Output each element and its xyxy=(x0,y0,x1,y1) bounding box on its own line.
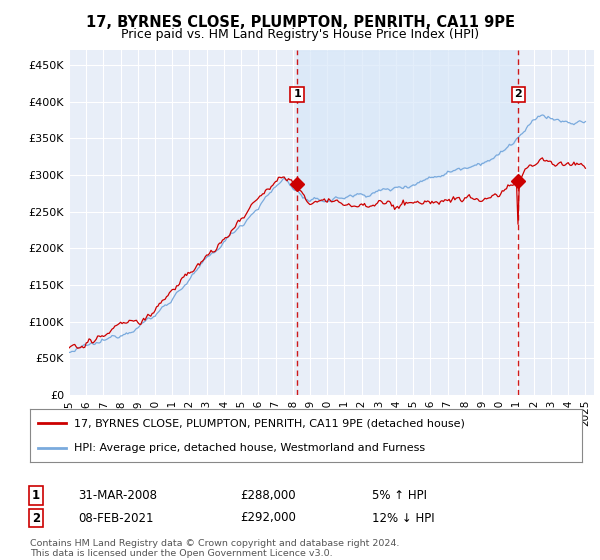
Text: Price paid vs. HM Land Registry's House Price Index (HPI): Price paid vs. HM Land Registry's House … xyxy=(121,28,479,41)
Text: Contains HM Land Registry data © Crown copyright and database right 2024.
This d: Contains HM Land Registry data © Crown c… xyxy=(30,539,400,558)
Text: 5% ↑ HPI: 5% ↑ HPI xyxy=(372,489,427,502)
Text: 1: 1 xyxy=(32,489,40,502)
Text: £292,000: £292,000 xyxy=(240,511,296,525)
Text: 08-FEB-2021: 08-FEB-2021 xyxy=(78,511,154,525)
Text: 17, BYRNES CLOSE, PLUMPTON, PENRITH, CA11 9PE: 17, BYRNES CLOSE, PLUMPTON, PENRITH, CA1… xyxy=(86,15,515,30)
Text: 1: 1 xyxy=(293,90,301,99)
Text: 31-MAR-2008: 31-MAR-2008 xyxy=(78,489,157,502)
Text: 17, BYRNES CLOSE, PLUMPTON, PENRITH, CA11 9PE (detached house): 17, BYRNES CLOSE, PLUMPTON, PENRITH, CA1… xyxy=(74,418,465,428)
Text: 2: 2 xyxy=(32,511,40,525)
Text: 12% ↓ HPI: 12% ↓ HPI xyxy=(372,511,434,525)
Text: HPI: Average price, detached house, Westmorland and Furness: HPI: Average price, detached house, West… xyxy=(74,442,425,452)
Text: £288,000: £288,000 xyxy=(240,489,296,502)
Text: 2: 2 xyxy=(514,90,522,99)
